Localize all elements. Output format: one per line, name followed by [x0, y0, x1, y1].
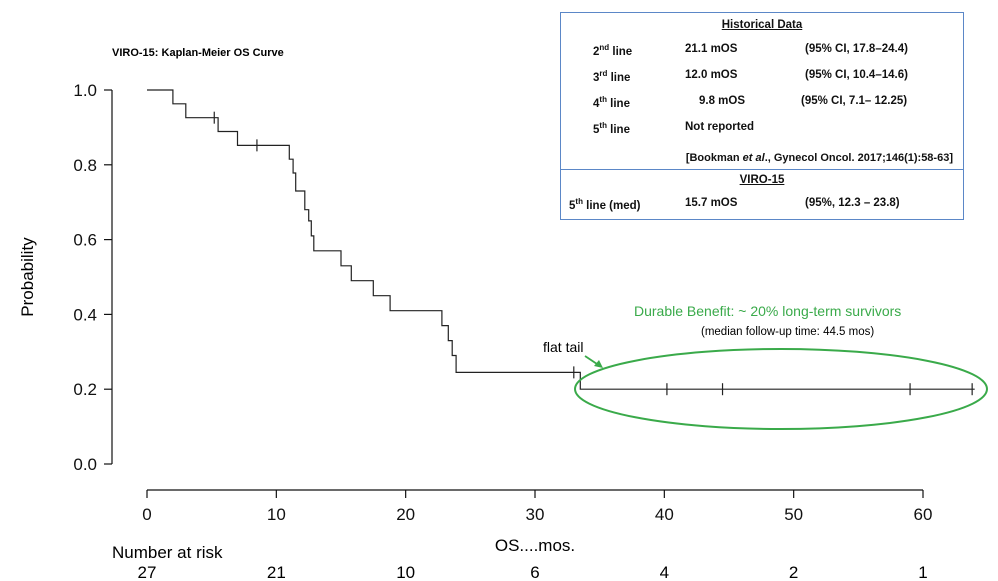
x-tick-label: 0: [142, 505, 151, 524]
x-tick-label: 40: [655, 505, 674, 524]
viro-title: VIRO-15: [739, 174, 785, 186]
historical-row: 5th line (med) 15.7 mOS (95%, 12.3 – 23.8): [561, 197, 963, 215]
km-step-line: [147, 89, 975, 390]
row-mos: 12.0 mOS: [685, 69, 738, 81]
box-divider: [561, 169, 963, 170]
risk-count: 10: [396, 563, 415, 581]
historical-row: 3rd line 12.0 mOS (95% CI, 10.4–14.6): [561, 69, 963, 87]
censor-marks: [213, 111, 973, 396]
durable-benefit-label: Durable Benefit: ~ 20% long-term survivo…: [634, 303, 901, 319]
row-mos: 21.1 mOS: [685, 43, 738, 55]
row-ci: (95% CI, 17.8–24.4): [805, 43, 908, 55]
reference-etal: et al: [742, 152, 765, 164]
row-mos: Not reported: [685, 121, 754, 133]
reference-prefix: [Bookman: [685, 152, 743, 164]
row-line: 2nd line: [593, 43, 633, 58]
durable-benefit-ellipse: [574, 348, 988, 430]
flat-tail-arrowhead: [594, 360, 603, 368]
risk-count: 27: [138, 563, 157, 581]
row-ci: (95% CI, 7.1– 12.25): [801, 95, 908, 107]
x-tick-label: 20: [396, 505, 415, 524]
risk-table-label: Number at risk: [112, 543, 223, 562]
y-tick-label: 1.0: [73, 81, 97, 100]
historical-data-title: Historical Data: [721, 19, 803, 31]
historical-row: 5th line Not reported: [561, 121, 963, 139]
risk-count: 4: [660, 563, 669, 581]
x-tick-label: 60: [914, 505, 933, 524]
km-curve: [147, 89, 975, 390]
historical-row: 2nd line 21.1 mOS (95% CI, 17.8–24.4): [561, 43, 963, 61]
risk-count: 2: [789, 563, 798, 581]
historical-reference: [Bookman et al., Gynecol Oncol. 2017;146…: [561, 152, 953, 164]
historical-row: 4th line 9.8 mOS (95% CI, 7.1– 12.25): [561, 95, 963, 113]
chart-title: VIRO-15: Kaplan-Meier OS Curve: [112, 47, 284, 59]
row-ci: (95%, 12.3 – 23.8): [805, 197, 900, 209]
risk-count: 1: [918, 563, 927, 581]
row-line: 4th line: [593, 95, 630, 110]
row-mos: 9.8 mOS: [699, 95, 746, 107]
x-tick-label: 50: [784, 505, 803, 524]
y-tick-label: 0.2: [73, 380, 97, 399]
x-tick-label: 10: [267, 505, 286, 524]
risk-count: 21: [267, 563, 286, 581]
y-axis-label: Probability: [18, 237, 37, 317]
reference-suffix: ., Gynecol Oncol. 2017;146(1):58-63]: [764, 152, 953, 164]
flat-tail-label: flat tail: [543, 339, 583, 355]
x-tick-label: 30: [526, 505, 545, 524]
y-tick-label: 0.8: [73, 156, 97, 175]
row-ci: (95% CI, 10.4–14.6): [805, 69, 908, 81]
risk-count: 6: [530, 563, 539, 581]
row-line: 5th line (med): [569, 197, 641, 212]
row-mos: 15.7 mOS: [685, 197, 738, 209]
y-tick-label: 0.6: [73, 231, 97, 250]
annotations: flat tail Durable Benefit: ~ 20% long-ter…: [543, 303, 988, 430]
historical-data-box: Historical Data 2nd line 21.1 mOS (95% CI,…: [560, 12, 964, 220]
row-line: 5th line: [593, 121, 630, 136]
x-axis-label: OS....mos.: [495, 536, 575, 555]
y-tick-label: 0.0: [73, 455, 97, 474]
axes: 0.0 0.2 0.4 0.6 0.8 1.0 0 10 20 30 40 50 60 Probabili…: [18, 81, 932, 555]
row-line: 3rd line: [593, 69, 631, 84]
followup-label: (median follow-up time: 44.5 mos): [701, 326, 874, 338]
y-tick-label: 0.4: [73, 305, 97, 324]
